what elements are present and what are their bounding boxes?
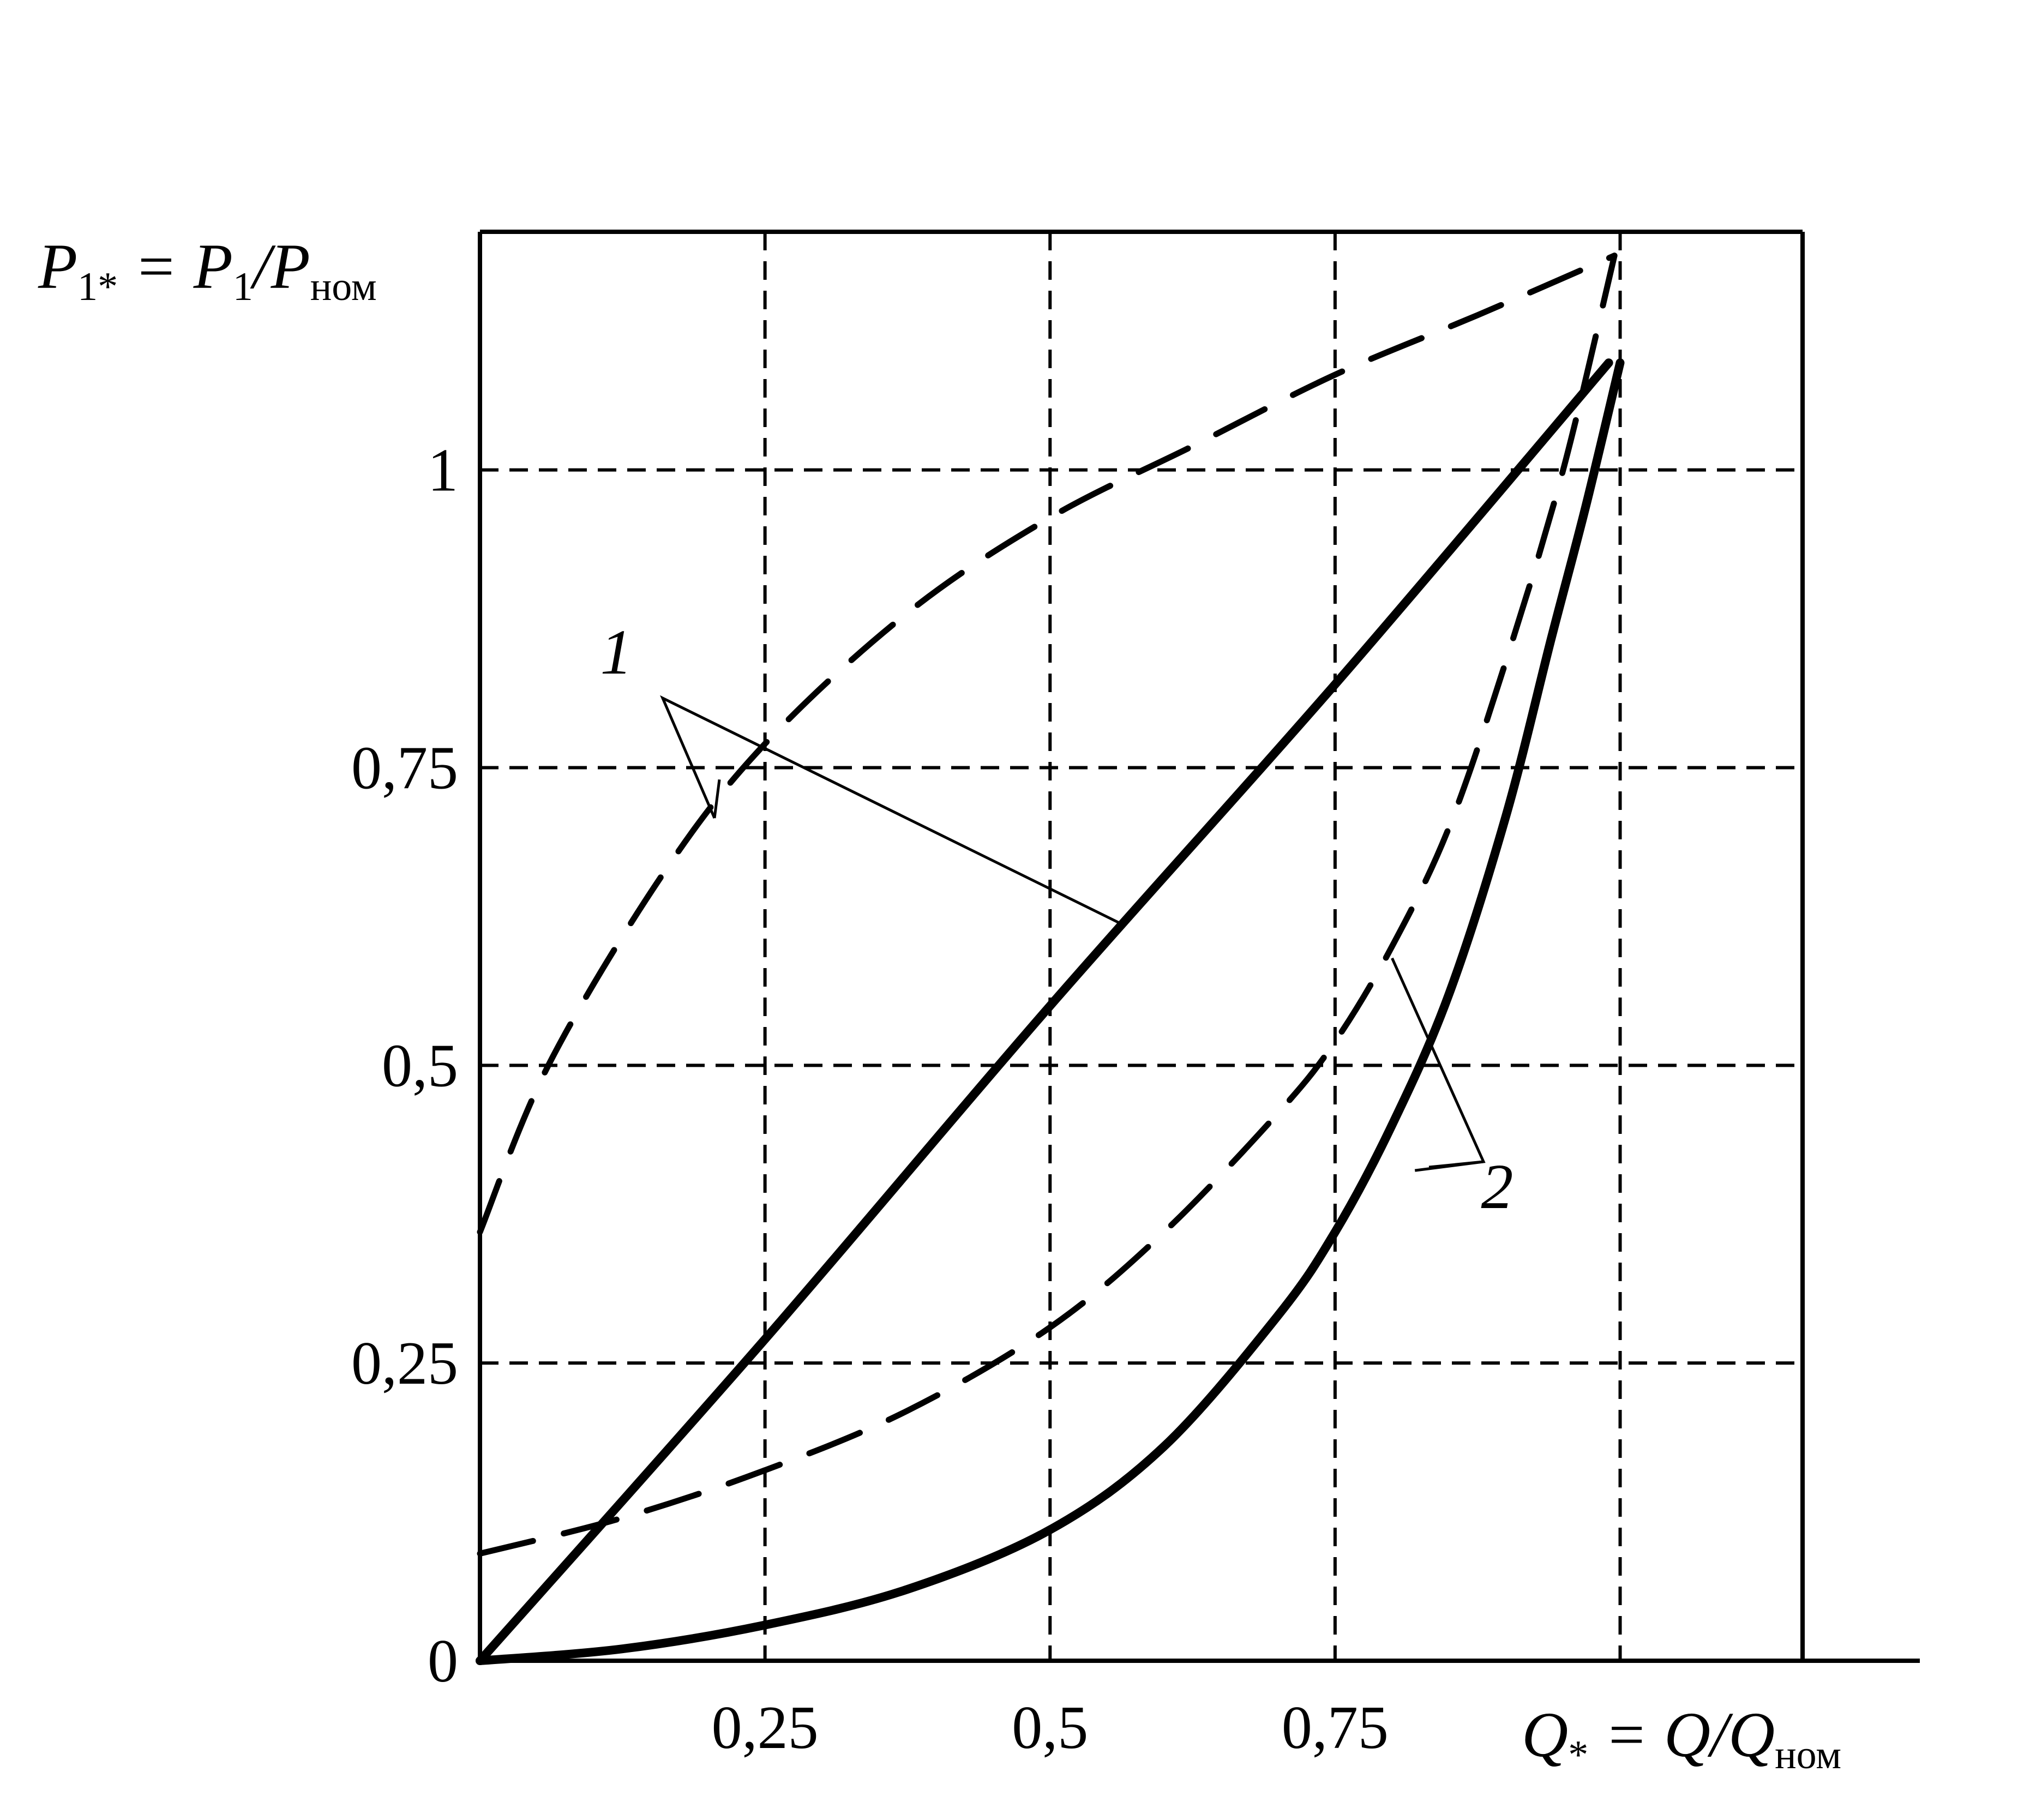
y-tick-label-1: 0,25: [351, 1330, 458, 1397]
x-tick-label-0: 0,25: [712, 1694, 819, 1762]
annotation-label-1: 1: [600, 616, 633, 688]
y-tick-label-0: 0: [428, 1627, 458, 1695]
annotation-leader-2: [1391, 957, 1486, 1169]
series-line-2-dashed: [477, 253, 1618, 1557]
y-tick-label-4: 1: [428, 437, 458, 504]
series-line-2-solid: [476, 358, 1625, 1665]
tick-labels: 0,25 0,5 0,75 0 0,25 0,5 0,75 1: [351, 437, 1389, 1762]
annotation-leader-1-tip: [713, 779, 721, 819]
series-layer: [476, 253, 1625, 1665]
plot-frame: [478, 230, 1920, 1663]
annotation-leader-1: [660, 695, 1119, 924]
x-tick-label-1: 0,5: [1012, 1694, 1088, 1762]
annotation-layer: 12: [600, 616, 1514, 1222]
grid: [480, 232, 1803, 1661]
annotation-label-2: 2: [1481, 1151, 1514, 1222]
series-line-1-dashed: [477, 253, 1618, 1235]
y-axis-label: P1* = P1/Pном: [38, 231, 377, 309]
x-tick-label-2: 0,75: [1282, 1694, 1389, 1762]
y-tick-label-2: 0,5: [382, 1032, 458, 1100]
annotation-leader-2-tip: [1414, 1160, 1484, 1172]
y-tick-label-3: 0,75: [351, 735, 458, 802]
series-line-1-solid: [476, 358, 1613, 1665]
x-axis-label: Q* = Q/Qном: [1522, 1699, 1841, 1777]
